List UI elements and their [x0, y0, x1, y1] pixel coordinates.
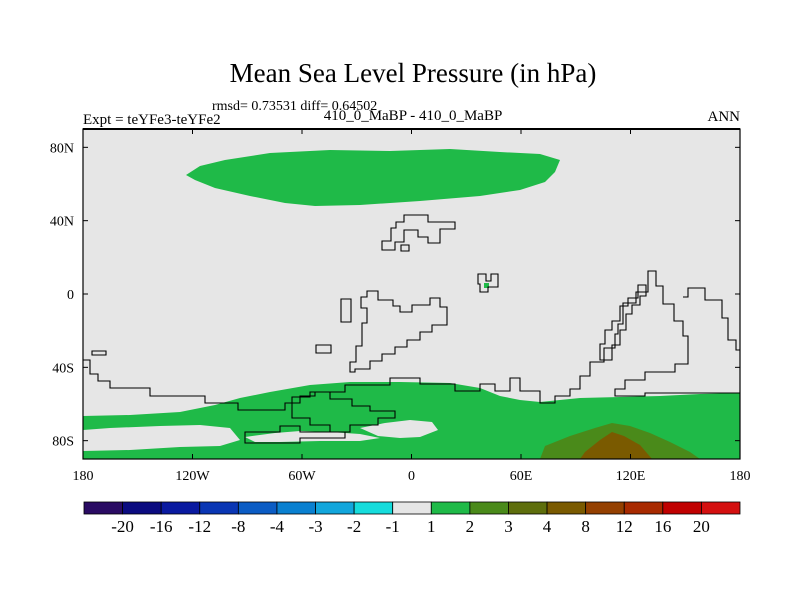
coast-small-island-1 [400, 244, 410, 252]
colorbar-swatch [701, 501, 741, 515]
coast-far-west-islet [91, 350, 107, 356]
colorbar-swatch [546, 501, 587, 515]
y-axis: 80N 40N 0 40S 80S [50, 141, 740, 450]
colorbar-swatch [237, 501, 278, 515]
coast-southern-continent [83, 270, 740, 411]
y-tick-label: 0 [67, 288, 74, 303]
y-tick-label: 80N [50, 141, 74, 156]
colorbar-swatch [315, 501, 355, 515]
colorbar-swatch [160, 501, 201, 515]
season-label: ANN [708, 109, 741, 125]
antarctic-brown-core [580, 432, 652, 459]
coast-small-island-2 [477, 273, 499, 293]
experiment-label: Expt = teYFe3-teYFe2 [83, 112, 221, 128]
coast-mid-continent [349, 290, 448, 373]
x-tick-label: 180 [730, 469, 751, 484]
colorbar-swatch [585, 501, 625, 515]
colorbar-swatch [392, 501, 432, 515]
coast-west-island [340, 298, 352, 323]
colorbar-swatch [122, 501, 162, 515]
colorbar-swatch [83, 501, 123, 515]
south-gray-patch-1 [83, 425, 240, 451]
y-tick-label: 40N [50, 215, 74, 230]
south-gray-patch-2 [245, 431, 380, 442]
colorbar-label: -20 [111, 517, 134, 536]
colorbar-label: -12 [188, 517, 211, 536]
x-tick-label: 0 [408, 469, 415, 484]
colorbar-swatch [199, 501, 239, 515]
colorbar-label: -8 [231, 517, 245, 536]
period-label: 410_0_MaBP - 410_0_MaBP [324, 108, 503, 124]
colorbar-swatch [276, 501, 316, 515]
colorbar-label: 1 [427, 517, 436, 536]
small-green-spot [484, 283, 489, 288]
coast-east-interior [599, 284, 647, 361]
colorbar-label: 12 [616, 517, 633, 536]
y-tick-label: 40S [52, 361, 74, 376]
colorbar-swatch [662, 501, 702, 515]
x-tick-label: 180 [73, 469, 94, 484]
colorbar-label: 4 [543, 517, 552, 536]
colorbar-swatch [430, 501, 471, 515]
coast-south-interior [291, 391, 396, 433]
colorbar-label: 3 [504, 517, 513, 536]
y-tick-label: 80S [52, 435, 74, 450]
colorbar-label: -4 [270, 517, 285, 536]
colorbar-label: 16 [654, 517, 671, 536]
stats-line: rmsd= 0.73531 diff= 0.64502 [212, 99, 377, 114]
colorbar-swatch [623, 501, 664, 515]
colorbar-swatch [469, 501, 509, 515]
colorbar-label: -1 [386, 517, 400, 536]
coastlines [83, 214, 740, 444]
pressure-field [83, 149, 740, 459]
x-tick-label: 120E [616, 469, 646, 484]
coast-antarctic-edge [244, 425, 346, 444]
colorbar-label: -16 [150, 517, 173, 536]
x-tick-label: 120W [175, 469, 210, 484]
colorbar-label: 20 [693, 517, 710, 536]
colorbar-label: 8 [581, 517, 590, 536]
chart-title: Mean Sea Level Pressure (in hPa) [230, 58, 597, 88]
x-axis: 180 120W 60W 0 60E 120E 180 [73, 129, 751, 484]
colorbar-swatch [353, 501, 394, 515]
north-green-band [186, 149, 560, 206]
x-tick-label: 60W [288, 469, 316, 484]
colorbar-label: -2 [347, 517, 361, 536]
x-tick-label: 60E [510, 469, 533, 484]
colorbar: -20 -16 -12 -8 -4 -3 -2 -1 1 2 3 4 8 12 16 20 [83, 501, 741, 536]
coast-north-continent [381, 214, 456, 251]
colorbar-swatch [508, 501, 548, 515]
colorbar-label: 2 [466, 517, 475, 536]
colorbar-label: -3 [308, 517, 322, 536]
coast-west-islet [315, 344, 332, 354]
south-gray-patch-3 [360, 420, 438, 438]
